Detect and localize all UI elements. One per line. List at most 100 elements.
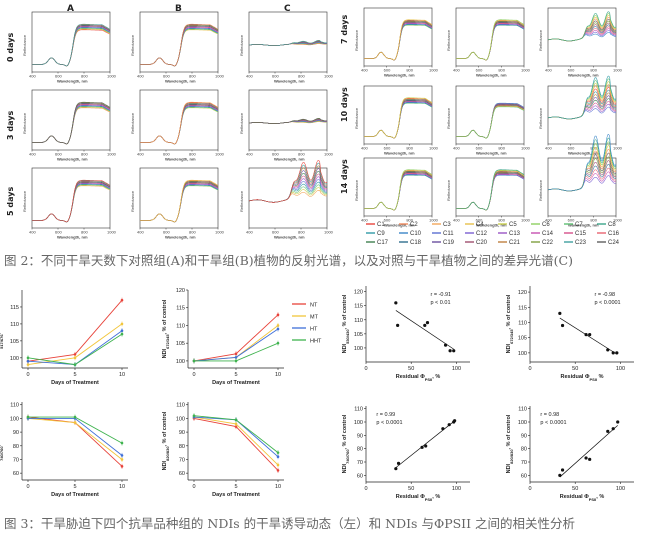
legend-label: C1 [377,222,385,228]
x-tick-label: 1000 [324,152,334,157]
x-axis-label: Days of Treatment [51,492,99,498]
panel-xlabel: Wavelength, nm [568,223,599,228]
spectrum-line [140,183,219,223]
y-tick-label: 110 [354,407,363,413]
y-tick-label: 115 [176,306,185,312]
spectrum-line [140,182,219,223]
x-tick-label: 400 [453,146,460,151]
x-tick-label: 0 [26,484,29,490]
spectrum-line [456,170,525,211]
scatter-point [560,468,565,472]
x-tick-label: 600 [384,218,391,223]
panel-frame [31,11,111,73]
panel-ylabel: Reflectance [130,34,135,56]
spectrum-line [547,32,617,42]
panel-xlabel: Wavelength, nm [384,73,415,78]
spectrum-line [456,106,525,139]
y-tick-label: 105 [176,341,185,347]
spectrum-line [140,105,219,145]
panel-xlabel: Wavelength, nm [165,157,196,162]
spectrum-panel-b: Reflectance 400 600 800 1000 Wavelength, nm [130,11,225,84]
x-axis-label: Residual ΦPSII, % [396,494,441,502]
legend-label: C5 [509,222,517,228]
spectrum-line [364,101,433,139]
y-tick-label: 115 [518,305,527,311]
y-tick-label: 90 [179,430,185,436]
x-tick-label: 100 [616,486,625,492]
spectrum-line [32,184,111,223]
y-tick-label: 115 [354,304,363,310]
panel-xlabel: Wavelength, nm [165,235,196,240]
spectrum-line [32,28,111,67]
spectrum-line [456,20,525,61]
spectrum-line [456,24,525,61]
spectrum-line [456,103,525,139]
spectrum-line [456,22,525,61]
x-tick-label: 800 [189,152,196,157]
legend-label: C10 [410,231,422,237]
x-tick-label: 800 [298,230,305,235]
y-axis-label: NDI820/830, % of control [506,414,514,473]
x-tick-label: 400 [29,74,36,79]
x-tick-label: 1000 [521,146,531,151]
panel-frame [363,85,433,145]
spectrum-line [456,171,525,211]
spectrum-line [456,106,525,139]
panel-frame [547,7,617,67]
spectrum-line [547,148,617,192]
spectrum-line [364,97,433,139]
x-tick-label: 1000 [107,230,117,235]
x-tick-label: 1000 [429,68,439,73]
spectrum-line [456,23,525,61]
panel-frame [547,157,617,217]
spectrum-panel-difference: Reflectance 400 600 800 1000 Wavelength, nm [538,75,623,156]
spectrum-line [248,159,328,203]
x-axis-label: Residual ΦPSII % [561,374,604,382]
regression-line [395,420,455,468]
spectrum-line [32,24,111,67]
spectrum-panel-a: Reflectance 400 600 800 1000 Wavelength, nm [22,167,117,240]
x-tick-label: 1000 [215,152,225,157]
spectrum-panel-c: Reflectance 400 600 800 1000 Wavelength, nm [239,11,334,84]
y-tick-label: 80 [179,444,185,450]
spectrum-line [456,21,525,61]
spectrum-line [456,20,525,61]
y-tick-label: 100 [176,359,185,365]
y-tick-label: 110 [10,403,19,409]
x-tick-label: 400 [545,146,552,151]
correlation-r: r = 0.99 [376,412,395,418]
spectrum-line [456,174,525,211]
x-tick-label: 800 [189,74,196,79]
spectrum-line [32,180,111,223]
spectrum-line [140,185,219,223]
x-tick-label: 0 [192,372,195,378]
spectrum-line [140,179,219,223]
line-chart-3: 60 70 80 90 100 110 0 5 10 Days of Treatment NDI82… [162,402,284,498]
panel-xlabel: Wavelength, nm [384,223,415,228]
panel-frame [455,157,525,217]
legend-label: C2 [410,222,418,228]
x-tick-label: 400 [137,230,144,235]
spectrum-line [547,78,617,120]
spectrum-line [140,106,219,145]
spectrum-line [364,98,433,139]
spectrum-line [140,102,219,145]
spectrum-line [456,172,525,211]
spectrum-line [32,29,111,67]
panel-xlabel: Wavelength, nm [274,79,305,84]
panel-ylabel: Reflectance [538,179,543,201]
line-chart-1: 100 105 110 115 120 0 5 10 Days of Treatment NDI6… [162,288,284,386]
spectrum-line [456,104,525,139]
panel-xlabel: Wavelength, nm [274,157,305,162]
regression-line [395,310,454,350]
x-tick-label: 600 [163,152,170,157]
spectrum-line [456,105,525,139]
spectrum-line [547,101,617,120]
spectrum-line [547,171,617,192]
y-tick-label: 90 [13,430,19,436]
spectrum-line [32,25,111,67]
y-tick-label: 70 [13,457,19,463]
spectrum-line [140,28,219,67]
spectrum-line [248,40,327,46]
spectrum-line [456,19,525,61]
